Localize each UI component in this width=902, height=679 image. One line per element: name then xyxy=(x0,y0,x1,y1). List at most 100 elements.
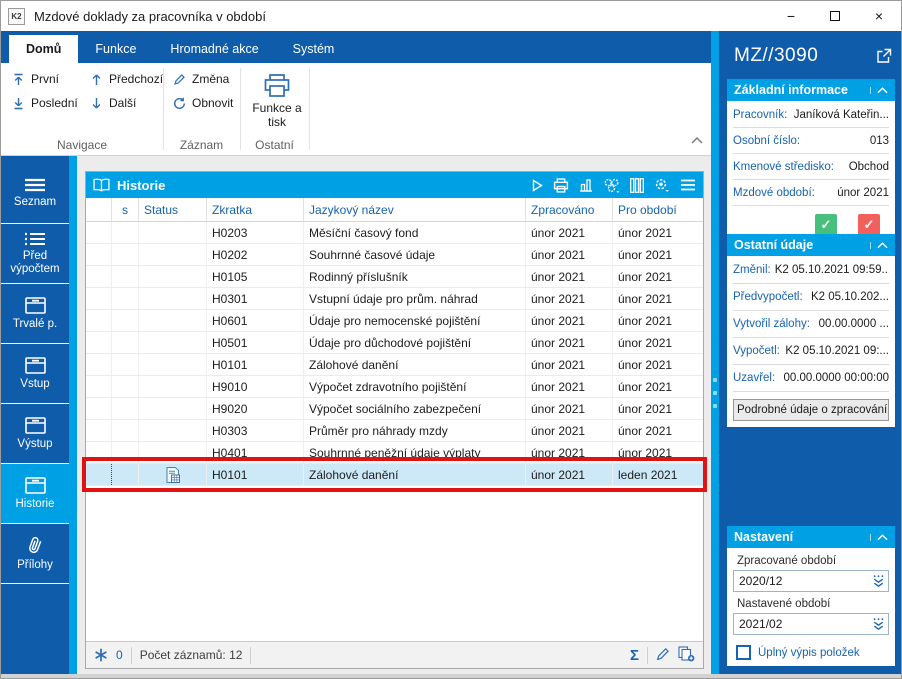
panel-title: Historie xyxy=(117,177,166,193)
first-button[interactable]: První xyxy=(12,72,59,86)
full-listing-checkbox[interactable] xyxy=(736,645,751,660)
field-zmenil: Změnil: K2 05.10.2021 09:59... xyxy=(733,257,889,284)
window-title: Mzdové doklady za pracovníka v období xyxy=(34,8,266,24)
field-osobni-cislo: Osobní číslo: 013 xyxy=(733,128,889,154)
open-in-window-button[interactable] xyxy=(876,48,892,69)
chart-icon xyxy=(580,179,592,192)
sum-icon[interactable]: Σ xyxy=(629,646,639,664)
sidebar-item-historie[interactable]: Historie xyxy=(1,464,69,524)
chart-button[interactable] xyxy=(579,178,593,192)
copy-add-button[interactable] xyxy=(678,645,695,665)
sidebar: Seznam Před výpočtem Trvalé p. Vstup Výs… xyxy=(1,156,69,674)
print-button[interactable] xyxy=(553,177,569,193)
processed-period-input[interactable] xyxy=(733,570,889,592)
table-row[interactable]: H0601 Údaje pro nemocenské pojištění úno… xyxy=(86,310,703,332)
basic-info-header[interactable]: Základní informace xyxy=(727,79,895,101)
tab-system[interactable]: Systém xyxy=(292,42,335,56)
column-header-zkratka[interactable]: Zkratka xyxy=(207,198,304,221)
main-content: Historie s Status Zkratka Jazykový název xyxy=(77,156,711,674)
table-row-selected[interactable]: H0101 Zálohové danění únor 2021 leden 20… xyxy=(86,464,703,486)
tab-funkce[interactable]: Funkce xyxy=(95,42,137,56)
history-panel: Historie s Status Zkratka Jazykový název xyxy=(85,171,704,669)
sidebar-item-vystup[interactable]: Výstup xyxy=(1,404,69,464)
column-header-status[interactable]: Status xyxy=(139,198,207,221)
table-row[interactable]: H0105 Rodinný příslušník únor 2021 únor … xyxy=(86,266,703,288)
arrow-up-bar-icon xyxy=(14,73,23,85)
collapse-ribbon-button[interactable] xyxy=(691,131,703,149)
confirm-red-button[interactable]: ✓ xyxy=(858,214,880,236)
period-dropdown-button[interactable] xyxy=(872,618,885,636)
tab-hromadne-akce[interactable]: Hromadné akce xyxy=(170,42,259,56)
sidebar-item-seznam[interactable]: Seznam xyxy=(1,164,69,224)
record-id-title: MZ//3090 xyxy=(734,45,819,66)
column-header-s[interactable]: s xyxy=(112,198,139,221)
sidebar-item-trvale-p[interactable]: Trvalé p. xyxy=(1,284,69,344)
table-row[interactable]: H0203 Měsíční časový fond únor 2021 únor… xyxy=(86,222,703,244)
play-icon xyxy=(532,178,543,192)
asterisk-icon xyxy=(95,648,107,662)
printer-icon xyxy=(264,74,290,97)
group-separator xyxy=(163,68,164,150)
functions-print-button[interactable]: Funkce a tisk xyxy=(248,67,306,147)
record-count: Počet záznamů: 12 xyxy=(139,648,243,662)
panel-menu-button[interactable] xyxy=(680,179,696,191)
table-row[interactable]: H0501 Údaje pro důchodové pojištění únor… xyxy=(86,332,703,354)
confirm-green-button[interactable]: ✓ xyxy=(815,214,837,236)
group-separator xyxy=(309,68,310,150)
change-button[interactable]: Změna xyxy=(173,72,229,86)
columns-button[interactable] xyxy=(630,177,644,193)
close-button[interactable]: × xyxy=(874,8,884,24)
table-row[interactable]: H0301 Vstupní údaje pro prům. náhrad úno… xyxy=(86,288,703,310)
column-header-pro-obdobi[interactable]: Pro období xyxy=(618,202,677,217)
sidebar-item-pred-vypoctem[interactable]: Před výpočtem xyxy=(1,224,69,284)
refresh-button[interactable]: Obnovit xyxy=(173,96,233,110)
table-row[interactable]: H9010 Výpočet zdravotního pojištění únor… xyxy=(86,376,703,398)
table-row[interactable]: H0202 Souhrnné časové údaje únor 2021 ún… xyxy=(86,244,703,266)
edit-button[interactable] xyxy=(656,647,670,664)
triple-chevron-down-icon xyxy=(873,575,884,587)
table-row[interactable]: H0303 Průměr pro náhrady mzdy únor 2021 … xyxy=(86,420,703,442)
sidebar-item-vstup[interactable]: Vstup xyxy=(1,344,69,404)
splitter-grip xyxy=(711,31,719,408)
previous-button[interactable]: Předchozí xyxy=(90,72,163,86)
table-row[interactable]: H0401 Souhrnné peněžní údaje výplaty úno… xyxy=(86,442,703,464)
processing-details-button[interactable]: Podrobné údaje o zpracování xyxy=(733,399,889,421)
set-period-input[interactable] xyxy=(733,613,889,635)
column-header-jazykovy-nazev[interactable]: Jazykový název xyxy=(304,198,526,221)
settings-header[interactable]: Nastavení xyxy=(727,526,895,548)
other-info-header[interactable]: Ostatní údaje xyxy=(727,234,895,256)
minimize-button[interactable]: − xyxy=(786,8,796,24)
run-button[interactable] xyxy=(532,178,543,192)
status-separator xyxy=(250,646,252,664)
full-listing-row: Úplný výpis položek xyxy=(733,645,889,660)
chevron-up-icon xyxy=(877,86,888,93)
settings-button[interactable] xyxy=(654,178,670,193)
pencil-icon xyxy=(174,73,185,85)
tab-domu[interactable]: Domů xyxy=(9,35,79,63)
collapse-section-button[interactable] xyxy=(870,86,888,94)
archive-icon xyxy=(24,296,46,314)
period-dropdown-button[interactable] xyxy=(872,575,885,593)
field-kmenove-stredisko: Kmenové středisko: Obchod xyxy=(733,154,889,180)
collapse-section-button[interactable] xyxy=(870,533,888,541)
menu-icon xyxy=(25,179,45,192)
table-row[interactable]: H9020 Výpočet sociálního zabezpečení úno… xyxy=(86,398,703,420)
chevron-up-icon xyxy=(691,137,703,144)
column-header-zpracovano[interactable]: Zpracováno xyxy=(526,198,613,221)
functions-button[interactable] xyxy=(603,178,620,193)
book-icon xyxy=(93,178,110,192)
archive-icon xyxy=(24,476,46,494)
column-header-blank[interactable] xyxy=(86,198,112,221)
last-button[interactable]: Poslední xyxy=(12,96,78,110)
collapse-section-button[interactable] xyxy=(870,241,888,249)
panel-splitter[interactable] xyxy=(711,31,719,674)
group-separator xyxy=(240,68,241,150)
columns-icon xyxy=(630,177,644,193)
table-row[interactable]: H0101 Zálohové danění únor 2021 únor 202… xyxy=(86,354,703,376)
maximize-button[interactable] xyxy=(813,1,857,31)
sidebar-item-prilohy[interactable]: Přílohy xyxy=(1,524,69,584)
processed-period-label: Zpracované období xyxy=(737,555,837,567)
basic-info-card: Základní informace Pracovník: Janíková K… xyxy=(727,79,895,244)
table-body: H0203 Měsíční časový fond únor 2021 únor… xyxy=(86,222,703,641)
next-button[interactable]: Další xyxy=(90,96,136,110)
